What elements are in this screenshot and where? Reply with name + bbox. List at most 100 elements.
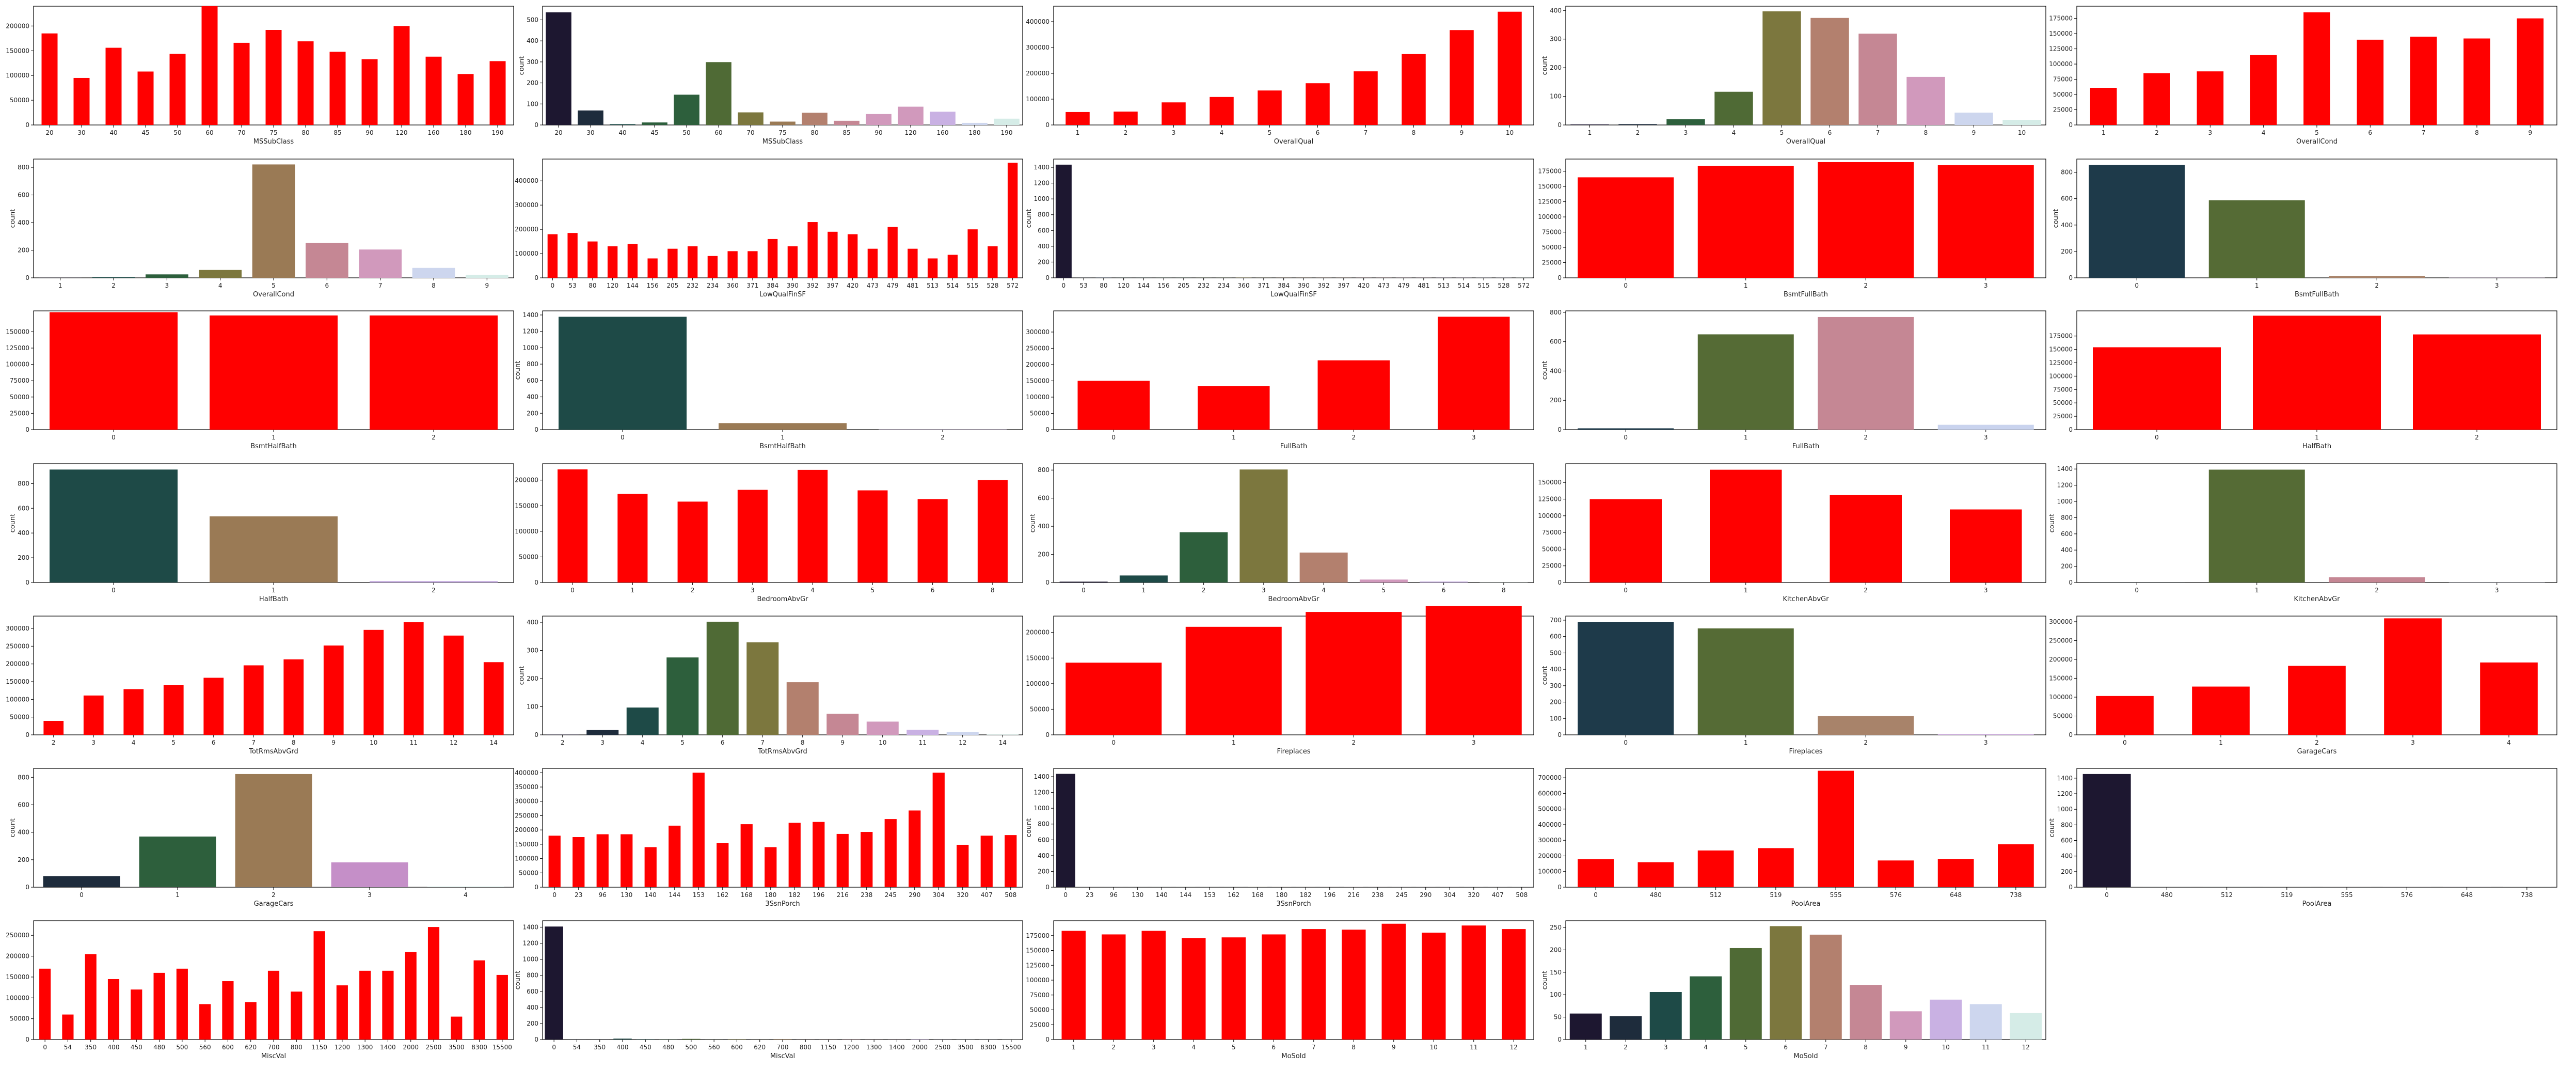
x-tick-label: 15500 [492,1044,512,1051]
bar-0 [39,968,51,1040]
x-tick-label: 3500 [449,1044,465,1051]
y-tick-label: 400 [527,1004,538,1011]
y-tick-label: 350000 [515,783,538,791]
bar-75 [770,121,796,125]
bar-8 [977,480,1008,583]
x-tick-label: 50 [682,129,690,136]
bar-572 [1007,163,1018,278]
x-tick-label: 0 [112,434,116,441]
x-tick-label: 156 [1158,282,1170,289]
bar-4 [1714,91,1753,125]
x-tick-label: 3500 [958,1044,974,1051]
y-tick-label: 400000 [515,177,538,184]
chart-miscval-price: 0 54 350 400 450 480 500 560 600 620 700 800 1150 120… [6,920,514,1060]
x-tick-label: 576 [1890,891,1902,899]
x-tick-label: 1 [2219,739,2223,746]
bar-2 [2413,334,2541,430]
x-tick-label: 216 [837,891,849,899]
bar-9 [1381,923,1406,1040]
bar-6 [706,621,739,735]
x-tick-label: 2 [2315,739,2319,746]
chart-bedroomabvgr-price: 0 1 2 3 4 5 6 8 0 50000 100000 150000 200000 BedroomA… [515,463,1023,603]
y-tick-label: 200 [18,856,29,863]
x-tick-label: 160 [937,129,949,136]
bar-4 [1690,976,1722,1040]
bar-12 [1502,929,1526,1040]
bar-2 [1114,112,1138,125]
x-tick-label: 5 [1268,129,1272,136]
bar-180 [962,122,988,125]
y-axis-label: count [1029,514,1037,533]
y-tick-label: 1400 [522,311,538,319]
y-tick-label: 500 [527,16,538,23]
y-tick-label: 100 [527,100,538,107]
x-tick-label: 500 [685,1044,697,1051]
bar-420 [847,234,858,278]
x-tick-label: 6 [1828,129,1832,136]
x-axis-label: KitchenAbvGr [2294,595,2340,603]
x-tick-label: 800 [800,1044,812,1051]
bar-450 [131,989,142,1040]
bar-5 [2303,12,2330,125]
bar-2 [235,774,312,887]
x-tick-label: 371 [1258,282,1269,289]
x-tick-label: 45 [141,129,149,136]
x-tick-label: 180 [765,891,776,899]
y-tick-label: 1000 [1033,195,1050,202]
y-tick-label: 100000 [1538,868,1562,875]
y-tick-label: 300000 [6,625,29,632]
x-tick-label: 2 [52,739,56,746]
bar-156 [647,258,658,278]
bar-560 [199,1004,211,1040]
x-tick-label: 1 [1232,739,1236,746]
bar-9 [1450,30,1474,125]
bar-1 [1198,386,1270,430]
y-tick-label: 600 [2061,530,2073,538]
bar-6 [1306,83,1330,125]
x-tick-label: 1150 [311,1044,327,1051]
x-tick-label: 20 [554,129,562,136]
y-tick-label: 0 [1557,274,1562,281]
y-tick-label: 150000 [6,678,29,685]
x-tick-label: 4 [641,739,645,746]
bar-5 [1258,90,1282,125]
x-axis-label: GarageCars [2297,748,2337,756]
bar-120 [898,106,924,125]
y-tick-label: 100000 [6,994,29,1001]
y-tick-label: 600 [1038,227,1050,234]
y-tick-label: 200 [1038,551,1050,558]
y-tick-label: 150000 [6,47,29,54]
x-tick-label: 1 [1588,129,1592,136]
x-tick-label: 555 [1830,891,1842,899]
chart-miscval-count: 0 54 350 400 450 480 500 560 600 620 700 800 1150 120… [514,920,1023,1060]
x-tick-label: 14 [490,739,498,746]
bar-11 [1461,925,1486,1040]
x-tick-label: 700 [777,1044,789,1051]
bar-12 [946,732,979,735]
bar-8 [2463,38,2490,125]
bar-3 [2384,618,2442,735]
bar-30 [73,77,90,125]
x-tick-label: 0 [1062,282,1066,289]
x-tick-label: 11 [1470,1044,1477,1051]
chart-overallcond-price: 1 2 3 4 5 6 7 8 9 0 25000 50000 75000 100000 125000 150… [2049,6,2557,146]
x-tick-label: 304 [1444,891,1456,899]
x-axis-label: MiscVal [261,1052,286,1060]
x-axis-label: LowQualFinSF [1270,291,1317,298]
x-tick-label: 12 [450,739,457,746]
x-axis-label: MiscVal [770,1052,795,1060]
y-tick-label: 300000 [1026,44,1050,51]
x-tick-label: 738 [2521,891,2533,899]
x-tick-label: 3 [368,891,372,899]
x-tick-label: 2000 [912,1044,928,1051]
x-tick-label: 140 [645,891,657,899]
plot-frame [1565,920,2046,1040]
bar-2 [1102,934,1126,1040]
bar-1 [1697,334,1794,430]
y-tick-label: 100000 [1538,213,1562,221]
y-tick-label: 0 [534,731,538,738]
x-tick-label: 245 [885,891,897,899]
x-tick-label: 528 [1498,282,1509,289]
bar-0 [1059,581,1108,583]
y-tick-label: 0 [1557,884,1562,891]
